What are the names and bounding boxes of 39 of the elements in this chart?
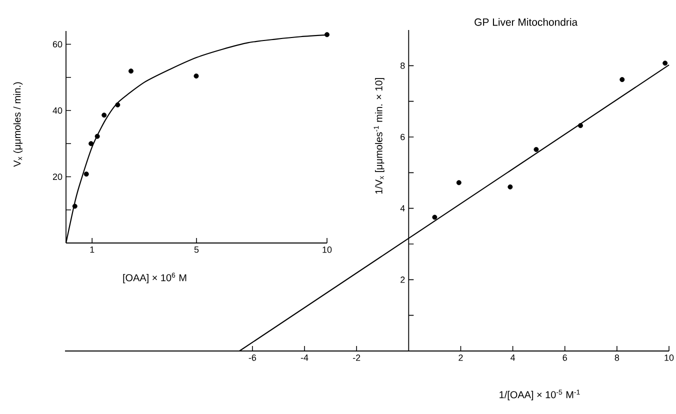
x-tick-label: -2 [353, 354, 360, 361]
point [324, 32, 330, 38]
y-tick-label: 20 [52, 174, 62, 180]
point [84, 172, 89, 177]
y-tick-label: 60 [52, 41, 62, 48]
point [662, 60, 668, 66]
y-axis-title: V$_{x}$ (μμmoles / min.) [13, 82, 23, 167]
x-tick-label: -6 [248, 354, 256, 361]
point [534, 146, 539, 152]
y-tick-label: 8 [400, 62, 405, 69]
point [115, 102, 120, 108]
point [94, 134, 100, 139]
y-tick-label: 6 [400, 134, 405, 140]
x-tick-label: 1 [90, 246, 94, 253]
point [72, 204, 78, 209]
point [620, 77, 625, 82]
x-tick-label: 10 [664, 354, 674, 361]
point [102, 112, 107, 118]
x-tick-label: 6 [562, 354, 567, 361]
point [88, 141, 94, 146]
x-axis-title: [OAA] × 10$^{6}$ M [123, 272, 186, 284]
point [432, 214, 438, 220]
point [456, 180, 462, 186]
chart-title: GP Liver Mitochondria [474, 18, 578, 26]
x-tick-label: 2 [458, 354, 463, 361]
x-tick-label: 4 [510, 354, 516, 361]
x-tick-label: 8 [614, 354, 620, 361]
point [578, 123, 583, 128]
y-axis-title: 1/V$_{x}$ [μμmoles$^{-1}$ min. × 10] [374, 78, 384, 194]
x-tick-label: -4 [300, 354, 308, 361]
x-tick-label: 5 [194, 246, 199, 253]
y-tick-label: 2 [400, 276, 405, 283]
y-tick-label: 4 [400, 205, 405, 212]
point [508, 184, 513, 190]
point [128, 68, 134, 74]
x-axis-title: 1/[OAA] × 10$^{-5}$ M$^{-1}$ [500, 390, 580, 400]
y-tick-label: 40 [52, 107, 62, 114]
point [194, 74, 199, 79]
x-tick-label: 10 [322, 246, 332, 253]
